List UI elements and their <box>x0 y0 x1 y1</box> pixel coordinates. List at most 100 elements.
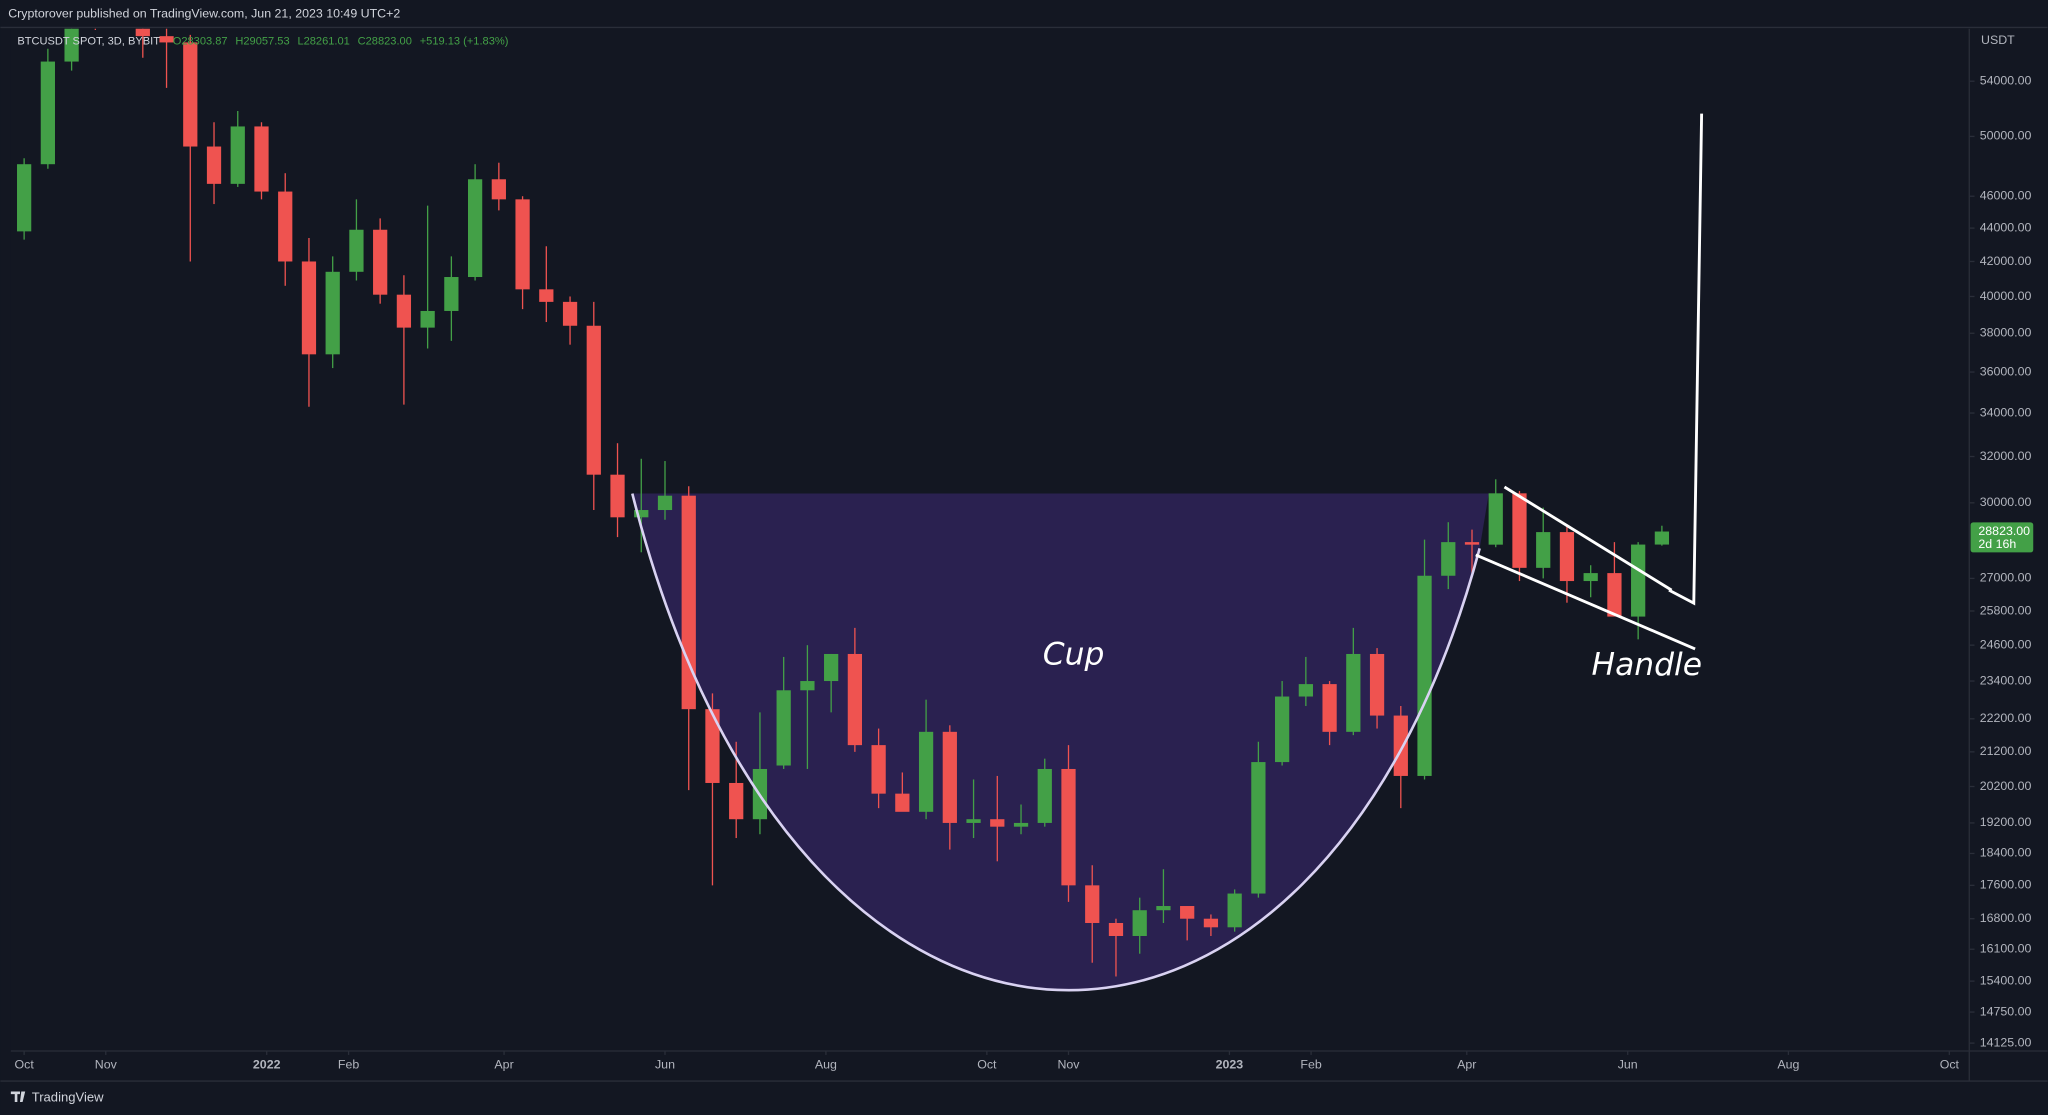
symbol: BTCUSDT SPOT, 3D, BYBIT <box>17 36 160 48</box>
candle-body <box>918 731 934 812</box>
candle-body <box>1275 696 1290 763</box>
y-tick-label: 32000.00 <box>1980 449 2032 463</box>
candle-body <box>349 229 364 272</box>
publisher: Cryptorover published on TradingView.com… <box>8 7 400 21</box>
candle-body <box>467 179 483 278</box>
candle-body <box>1156 906 1171 911</box>
candle-body <box>1180 906 1195 919</box>
candle-body <box>1132 910 1147 936</box>
cup-curve <box>631 493 1481 992</box>
candle-body <box>1037 768 1052 823</box>
footer-brand: TradingView <box>32 1089 104 1104</box>
y-tick-label: 22200.00 <box>1980 711 2032 725</box>
y-tick-label: 38000.00 <box>1980 326 2032 340</box>
x-tick-label: Apr <box>1457 1058 1476 1072</box>
candle-body <box>1488 493 1503 545</box>
x-tick-label: 2023 <box>1216 1058 1244 1072</box>
candle-body <box>1512 493 1527 568</box>
candle-body <box>1298 684 1313 697</box>
candle-body <box>159 36 174 43</box>
x-tick-label: Jun <box>1618 1058 1638 1072</box>
x-tick-label: Aug <box>1777 1058 1799 1072</box>
candle-body <box>325 271 340 355</box>
candle-body <box>206 146 222 184</box>
candle-body <box>1393 715 1408 776</box>
candle-body <box>515 199 530 290</box>
y-tick-label: 17600.00 <box>1980 878 2032 892</box>
candle-body <box>1441 542 1456 576</box>
x-tick-label: Oct <box>977 1058 997 1072</box>
x-tick-label: Feb <box>338 1058 359 1072</box>
candle-body <box>1607 573 1622 617</box>
y-tick-label: 20200.00 <box>1980 779 2032 793</box>
ohlc-value: H29057.53 <box>235 36 289 48</box>
x-tick-label: Jun <box>655 1058 675 1072</box>
x-tick-label: Apr <box>494 1058 513 1072</box>
y-tick-label: 25800.00 <box>1980 603 2032 617</box>
candle-body <box>1464 542 1480 545</box>
candle-body <box>40 61 55 165</box>
ohlc-value: O28303.87 <box>173 36 228 48</box>
handle-label: Handle <box>1592 647 1702 683</box>
projection-line <box>1668 113 1704 606</box>
candle-body <box>1559 532 1575 582</box>
candle-body <box>942 731 957 823</box>
y-tick-label: 14125.00 <box>1980 1035 2032 1049</box>
x-tick-label: Nov <box>1057 1058 1080 1072</box>
cup-fill <box>632 493 1489 991</box>
ohlc-value: L28261.01 <box>297 36 349 48</box>
y-tick-label: 21200.00 <box>1980 744 2032 758</box>
price-tag <box>1970 522 2034 553</box>
y-tick-label: 30000.00 <box>1980 495 2032 509</box>
candle-body <box>64 28 79 62</box>
y-tick-label: 46000.00 <box>1980 189 2032 203</box>
y-tick-label: 16100.00 <box>1980 942 2032 956</box>
drawings: Cup Handle <box>631 113 1704 992</box>
candle-body <box>610 474 625 518</box>
candle-body <box>871 745 886 794</box>
candle-body <box>1631 544 1646 617</box>
y-axis-label: USDT <box>1981 33 2015 47</box>
y-tick-label: 19200.00 <box>1980 815 2032 829</box>
candle-body <box>1536 532 1551 568</box>
y-tick-label: 15400.00 <box>1980 973 2032 987</box>
candle-body <box>183 42 198 147</box>
x-tick-label: 2022 <box>253 1058 281 1072</box>
candle-body <box>254 126 269 192</box>
x-tick-label: Oct <box>1940 1058 1960 1072</box>
candle-body <box>895 793 910 812</box>
y-tick-label: 16800.00 <box>1980 911 2032 925</box>
price-tag-label: 28823.00 <box>1978 524 2030 538</box>
axes <box>0 26 2048 1082</box>
candle-body <box>966 819 981 823</box>
candle-body <box>1108 922 1124 936</box>
candle-body <box>1369 653 1385 716</box>
x-tick-label: Nov <box>95 1058 118 1072</box>
ohlc-legend: O28303.87 H29057.53 L28261.01 C28823.00 +519… <box>173 36 509 48</box>
candle-body <box>1583 573 1598 582</box>
candle-body <box>634 510 649 518</box>
y-tick-label: 50000.00 <box>1980 129 2032 143</box>
flag-upper-line <box>1503 485 1673 592</box>
x-tick-label: Feb <box>1300 1058 1321 1072</box>
price-tag-countdown: 2d 16h <box>1978 537 2016 551</box>
candle-body <box>1227 893 1242 928</box>
candle-body <box>1417 575 1432 776</box>
candle-body <box>800 681 815 691</box>
y-tick-label: 44000.00 <box>1980 220 2032 234</box>
candle-body <box>420 310 435 328</box>
ohlc-value: C28823.00 <box>358 36 412 48</box>
candle-body <box>586 325 601 475</box>
candle-body <box>1203 918 1219 928</box>
candle-body <box>847 653 862 746</box>
y-tick-label: 40000.00 <box>1980 289 2032 303</box>
candle-body <box>539 289 554 302</box>
y-tick-label: 54000.00 <box>1980 73 2032 87</box>
candle-body <box>705 709 720 783</box>
y-tick-label: 34000.00 <box>1980 405 2032 419</box>
candle-body <box>990 819 1005 827</box>
y-tick-label: 14750.00 <box>1980 1004 2032 1018</box>
candle-body <box>444 277 459 311</box>
candle-body <box>396 294 412 328</box>
